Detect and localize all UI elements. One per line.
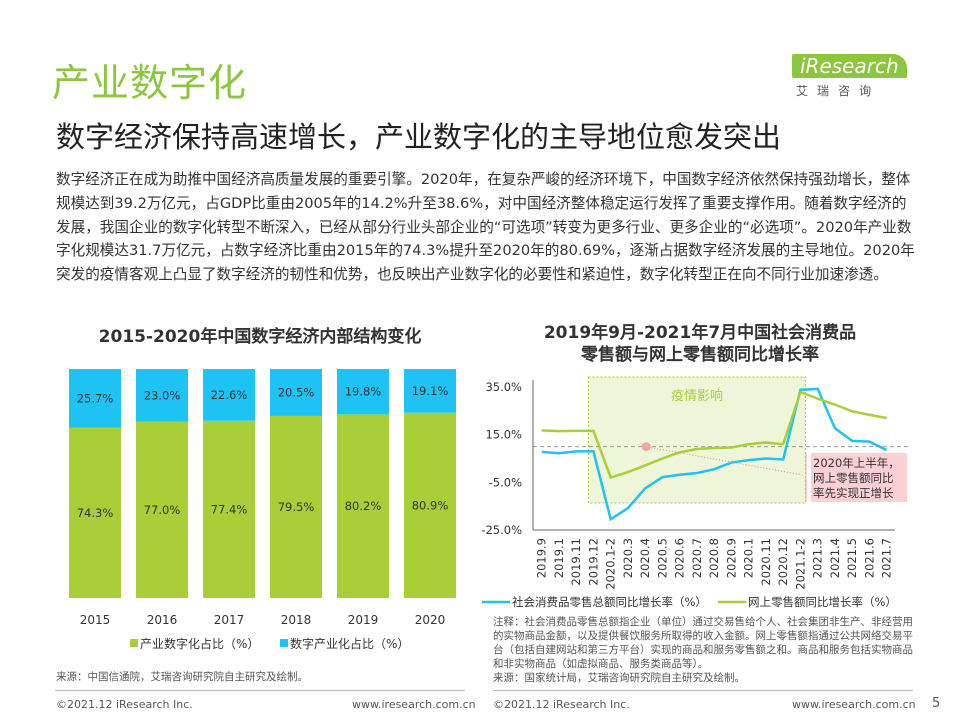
body-paragraph: 数字经济正在成为助推中国经济高质量发展的重要引擎。2020年，在复杂严峻的经济环… — [56, 171, 915, 284]
bar-label: 19.1% — [412, 384, 449, 398]
x-tick-label: 2021.6 — [862, 538, 876, 578]
footer-divider-left — [55, 690, 465, 691]
bar-label: 79.5% — [278, 500, 315, 514]
bar-label: 80.2% — [345, 499, 382, 513]
x-tick-label: 2021.7 — [880, 538, 894, 578]
line-chart-source: 来源：国家统计局，艾瑞咨询研究院自主研究及绘制。 — [493, 672, 745, 684]
x-tick-label: 2020.1-2 — [604, 538, 618, 590]
y-tick-label: -25.0% — [481, 523, 522, 537]
y-tick-label: 35.0% — [485, 380, 522, 394]
annotation-box — [811, 453, 907, 502]
bar-2016-0 — [136, 421, 188, 598]
x-tick-label: 2019.9 — [535, 538, 549, 578]
bar-2018-0 — [270, 415, 322, 598]
x-tick-label: 2015 — [80, 613, 111, 627]
legend-swatch — [280, 639, 288, 647]
x-tick-label: 2019 — [348, 613, 379, 627]
footer-url-right[interactable]: www.iresearch.com.cn — [792, 698, 916, 711]
legend-swatch — [130, 639, 138, 647]
line-chart-title: 2019年9月-2021年7月中国社会消费品 零售额与网上零售额同比增长率 — [490, 322, 910, 366]
bar-chart: 74.3% 25.7% 2015 77.0% 23.0% 2016 77.4% 22.6% 20… — [69, 369, 456, 651]
x-tick-label: 2020.4 — [638, 538, 652, 578]
bar-label: 20.5% — [278, 385, 315, 399]
x-tick-label: 2021.4 — [828, 538, 842, 578]
shaded-region — [587, 376, 806, 504]
x-tick-label: 2020.3 — [621, 538, 635, 578]
x-tick-label: 2021.3 — [811, 538, 825, 578]
x-tick-label: 2019.11 — [569, 538, 583, 586]
legend-label: 社会消费品零售总额同比增长率（%） — [512, 595, 707, 609]
page-title: 产业数字化 — [52, 61, 248, 105]
bar-2019-0 — [337, 414, 389, 598]
x-tick-label: 2020.12 — [776, 538, 790, 586]
bar-2017-1 — [203, 369, 255, 421]
legend-label: 网上零售额同比增长率（%） — [748, 595, 897, 609]
bar-chart-source: 来源：中国信通院，艾瑞咨询研究院自主研究及绘制。 — [56, 671, 308, 683]
x-tick-label: 2016 — [147, 613, 178, 627]
bar-2017-0 — [203, 420, 255, 598]
x-tick-label: 2018 — [281, 613, 312, 627]
x-tick-label: 2020 — [415, 613, 446, 627]
x-tick-label: 2020.6 — [673, 538, 687, 578]
x-tick-label: 2019.12 — [586, 538, 600, 586]
x-tick-label: 2020.1 — [742, 538, 756, 578]
bar-2018-1 — [270, 369, 322, 416]
bar-label: 77.4% — [211, 502, 248, 516]
bar-2016-1 — [136, 369, 188, 422]
logo-brand: iResearch — [792, 54, 907, 78]
bar-label: 74.3% — [77, 506, 114, 520]
legend-label: 产业数字化占比（%） — [140, 636, 259, 651]
footer-copyright-right: ©2021.12 iResearch Inc. — [493, 698, 630, 711]
shaded-region-label: 疫情影响 — [671, 388, 723, 404]
x-tick-label: 2020.7 — [690, 538, 704, 578]
x-tick-label: 2019.1 — [552, 538, 566, 578]
bar-chart-title: 2015-2020年中国数字经济内部结构变化 — [98, 327, 422, 347]
bar-label: 25.7% — [77, 391, 114, 405]
line-chart-note: 注释：社会消费品零售总额指企业（单位）通过交易售给个人、社会集团非生产、非经营用… — [493, 616, 913, 670]
bar-2015-1 — [69, 369, 121, 428]
bar-2020-1 — [404, 369, 456, 413]
annotation-dot — [641, 442, 651, 452]
footer-copyright-left: ©2021.12 iResearch Inc. — [56, 698, 193, 711]
legend-label: 数字产业化占比（%） — [290, 636, 409, 651]
line-chart-title-1: 2019年9月-2021年7月中国社会消费品 — [543, 323, 857, 343]
page-number: 5 — [932, 696, 941, 711]
x-tick-label: 2021.1-2 — [793, 538, 807, 590]
iresearch-logo: iResearch 艾瑞咨询 — [792, 54, 912, 99]
x-tick-label: 2020.5 — [655, 538, 669, 578]
footer-url-left[interactable]: www.iresearch.com.cn — [352, 698, 476, 711]
x-tick-label: 2020.9 — [724, 538, 738, 578]
bar-label: 23.0% — [144, 388, 181, 402]
bar-2020-0 — [404, 412, 456, 598]
bar-label: 19.8% — [345, 385, 382, 399]
x-tick-label: 2020.11 — [759, 538, 773, 586]
logo-cn: 艾瑞咨询 — [796, 84, 881, 98]
x-tick-label: 2020.8 — [707, 538, 721, 578]
y-tick-label: -5.0% — [489, 475, 522, 489]
bar-label: 22.6% — [211, 388, 248, 402]
bar-2015-0 — [69, 427, 121, 598]
bar-label: 80.9% — [412, 498, 449, 512]
page-subtitle: 数字经济保持高速增长，产业数字化的主导地位愈发突出 — [56, 120, 782, 154]
bar-label: 77.0% — [144, 503, 181, 517]
x-tick-label: 2017 — [214, 613, 245, 627]
annotation-text: 2020年上半年，网上零售额同比率先实现正增长 — [813, 456, 900, 500]
x-tick-label: 2021.5 — [845, 538, 859, 578]
y-tick-label: 15.0% — [485, 428, 522, 442]
bar-2019-1 — [337, 369, 389, 415]
footer-divider-right — [493, 690, 913, 691]
line-chart-title-2: 零售额与网上零售额同比增长率 — [581, 345, 819, 365]
series-line-1 — [541, 390, 887, 480]
series-line-0 — [541, 387, 888, 522]
